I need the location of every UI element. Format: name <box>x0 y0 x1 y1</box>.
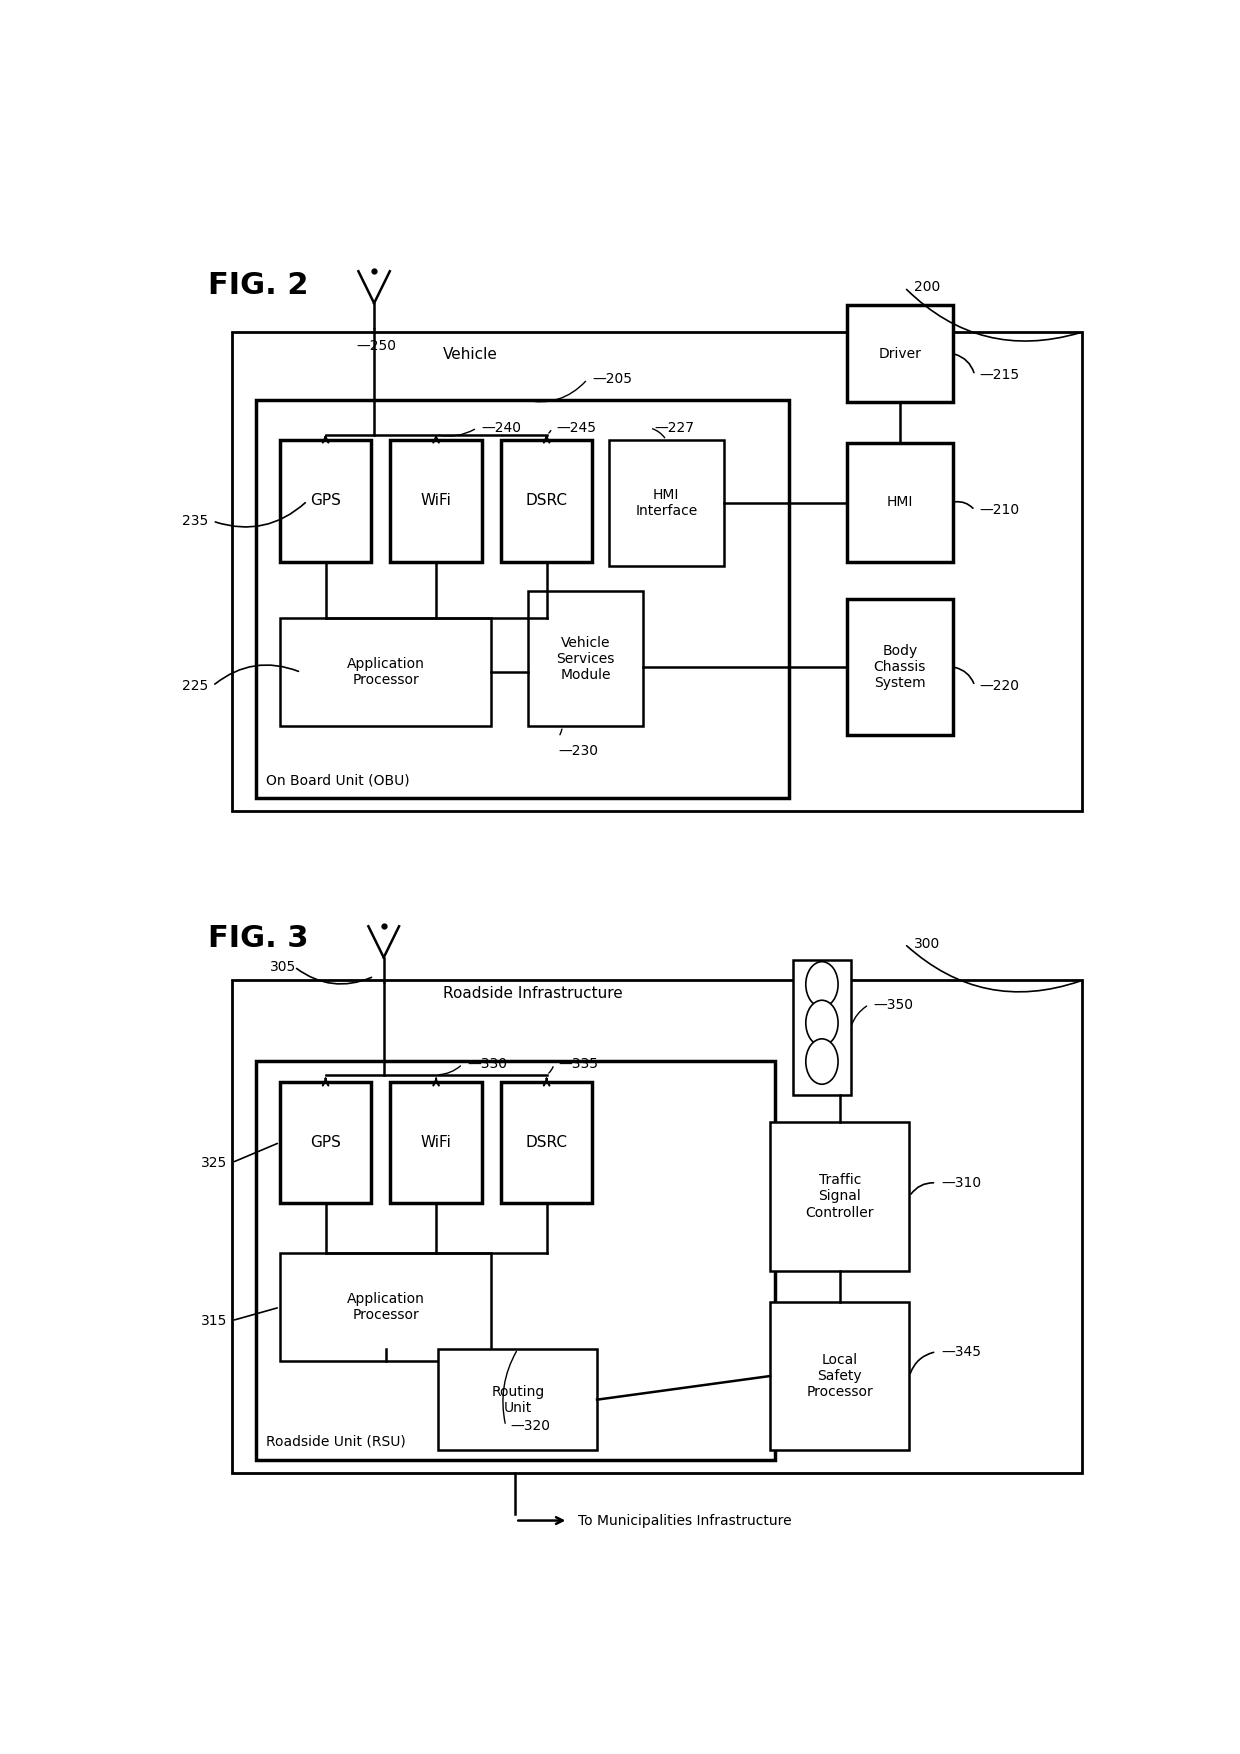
Text: Body
Chassis
System: Body Chassis System <box>874 644 926 689</box>
Text: —230: —230 <box>558 744 599 758</box>
Text: —350: —350 <box>874 998 914 1012</box>
Bar <box>501 1082 593 1203</box>
Text: —330: —330 <box>467 1058 507 1072</box>
Bar <box>847 305 952 402</box>
Text: 235: 235 <box>181 514 208 528</box>
FancyBboxPatch shape <box>794 959 851 1094</box>
Text: Driver: Driver <box>878 347 921 361</box>
Text: GPS: GPS <box>310 493 341 509</box>
Text: —205: —205 <box>593 372 632 386</box>
Text: FIG. 2: FIG. 2 <box>208 272 309 300</box>
Text: —210: —210 <box>980 503 1019 517</box>
FancyBboxPatch shape <box>280 1252 491 1361</box>
Text: —310: —310 <box>941 1175 981 1189</box>
Text: Routing
Unit: Routing Unit <box>491 1384 544 1415</box>
Text: Vehicle
Services
Module: Vehicle Services Module <box>557 635 615 682</box>
Circle shape <box>806 961 838 1007</box>
Text: HMI
Interface: HMI Interface <box>635 488 697 517</box>
FancyBboxPatch shape <box>439 1349 596 1451</box>
Text: On Board Unit (OBU): On Board Unit (OBU) <box>265 774 409 788</box>
Text: DSRC: DSRC <box>526 1135 568 1151</box>
Text: FIG. 3: FIG. 3 <box>208 924 309 952</box>
FancyBboxPatch shape <box>609 440 724 567</box>
Text: —250: —250 <box>357 339 397 353</box>
Text: Vehicle: Vehicle <box>444 347 498 361</box>
Bar <box>232 332 1083 812</box>
Text: 305: 305 <box>270 959 296 973</box>
Text: HMI: HMI <box>887 495 913 509</box>
Bar <box>255 400 789 798</box>
Text: —220: —220 <box>980 679 1019 693</box>
Text: 300: 300 <box>914 937 940 951</box>
Bar <box>255 1061 775 1459</box>
FancyBboxPatch shape <box>528 591 644 726</box>
Text: 200: 200 <box>914 281 940 295</box>
Bar <box>391 1082 481 1203</box>
FancyBboxPatch shape <box>770 1123 909 1270</box>
Circle shape <box>806 1038 838 1084</box>
Text: To Municipalities Infrastructure: To Municipalities Infrastructure <box>578 1514 791 1528</box>
Text: —227: —227 <box>655 421 694 435</box>
FancyBboxPatch shape <box>770 1301 909 1451</box>
Bar <box>232 980 1083 1473</box>
Bar <box>280 440 371 561</box>
Text: —335: —335 <box>558 1058 599 1072</box>
Bar <box>847 442 952 561</box>
Text: —320: —320 <box>511 1419 551 1433</box>
Bar <box>501 440 593 561</box>
Text: Application
Processor: Application Processor <box>347 1293 424 1323</box>
Text: Application
Processor: Application Processor <box>347 658 424 688</box>
Text: DSRC: DSRC <box>526 493 568 509</box>
Text: WiFi: WiFi <box>420 493 451 509</box>
Text: 315: 315 <box>201 1314 227 1328</box>
Text: 225: 225 <box>181 679 208 693</box>
Text: Roadside Unit (RSU): Roadside Unit (RSU) <box>265 1435 405 1449</box>
Text: 325: 325 <box>201 1156 227 1170</box>
Text: Traffic
Signal
Controller: Traffic Signal Controller <box>806 1173 874 1219</box>
Text: —245: —245 <box>557 421 596 435</box>
Bar <box>847 600 952 735</box>
Text: —240: —240 <box>481 421 522 435</box>
Text: Roadside Infrastructure: Roadside Infrastructure <box>444 986 622 1000</box>
Bar <box>280 1082 371 1203</box>
Text: —345: —345 <box>941 1345 981 1359</box>
Text: GPS: GPS <box>310 1135 341 1151</box>
Bar <box>391 440 481 561</box>
FancyBboxPatch shape <box>280 619 491 726</box>
Text: Local
Safety
Processor: Local Safety Processor <box>806 1352 873 1400</box>
Circle shape <box>806 1000 838 1045</box>
Text: —215: —215 <box>980 368 1019 382</box>
Text: WiFi: WiFi <box>420 1135 451 1151</box>
